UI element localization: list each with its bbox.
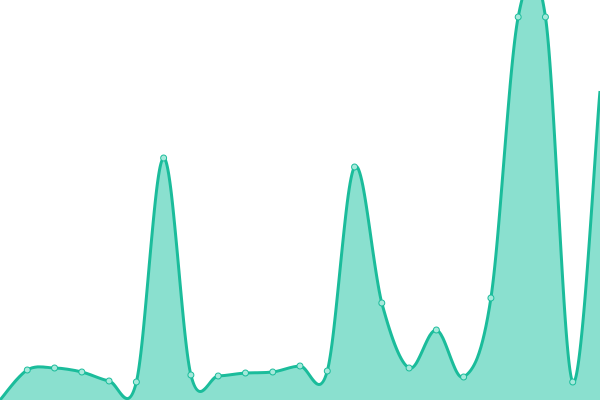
data-point bbox=[296, 362, 304, 370]
data-point bbox=[460, 373, 468, 381]
data-point bbox=[23, 366, 31, 374]
data-point bbox=[405, 364, 413, 372]
data-point bbox=[541, 13, 549, 21]
data-point bbox=[487, 294, 495, 302]
data-point bbox=[351, 163, 359, 171]
data-point bbox=[132, 378, 140, 386]
data-point bbox=[105, 377, 113, 385]
data-point bbox=[160, 154, 168, 162]
data-point bbox=[78, 368, 86, 376]
data-point bbox=[323, 367, 331, 375]
data-point bbox=[432, 326, 440, 334]
data-point bbox=[214, 372, 222, 380]
data-point bbox=[241, 369, 249, 377]
data-points bbox=[23, 13, 577, 386]
data-point bbox=[514, 13, 522, 21]
data-point bbox=[269, 368, 277, 376]
data-point bbox=[569, 378, 577, 386]
data-point bbox=[187, 371, 195, 379]
data-point bbox=[378, 299, 386, 307]
data-point bbox=[51, 364, 59, 372]
